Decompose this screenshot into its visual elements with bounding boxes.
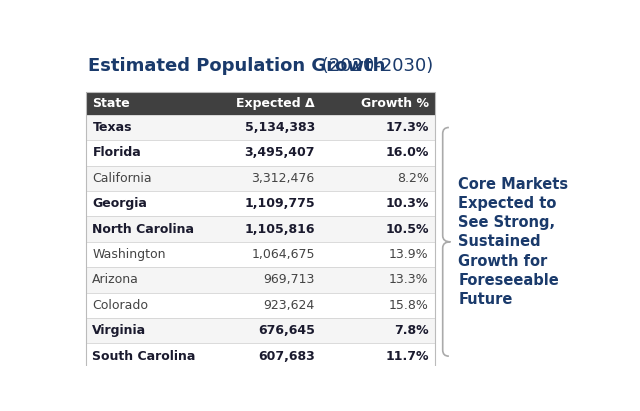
Bar <box>86 293 435 318</box>
Text: 1,064,675: 1,064,675 <box>252 248 315 261</box>
Text: (2020-2030): (2020-2030) <box>316 57 434 75</box>
Text: Texas: Texas <box>92 121 132 134</box>
Text: Expected Δ: Expected Δ <box>236 97 315 110</box>
Text: Georgia: Georgia <box>92 197 147 210</box>
Text: 13.3%: 13.3% <box>389 273 429 286</box>
Text: 923,624: 923,624 <box>264 299 315 312</box>
Text: 7.8%: 7.8% <box>394 324 429 337</box>
Text: 3,312,476: 3,312,476 <box>252 172 315 185</box>
Text: Core Markets
Expected to
See Strong,
Sustained
Growth for
Foreseeable
Future: Core Markets Expected to See Strong, Sus… <box>458 177 568 307</box>
Bar <box>86 191 435 217</box>
Text: 1,109,775: 1,109,775 <box>244 197 315 210</box>
Text: 5,134,383: 5,134,383 <box>244 121 315 134</box>
Text: 13.9%: 13.9% <box>389 248 429 261</box>
Text: Colorado: Colorado <box>92 299 148 312</box>
Text: 16.0%: 16.0% <box>385 146 429 159</box>
Text: 8.2%: 8.2% <box>397 172 429 185</box>
Bar <box>86 242 435 267</box>
Bar <box>86 344 435 369</box>
Text: Florida: Florida <box>92 146 141 159</box>
Text: 15.8%: 15.8% <box>389 299 429 312</box>
Text: 3,495,407: 3,495,407 <box>244 146 315 159</box>
Text: Washington: Washington <box>92 248 166 261</box>
Text: Estimated Population Growth: Estimated Population Growth <box>88 57 385 75</box>
Bar <box>86 92 435 115</box>
Text: 969,713: 969,713 <box>264 273 315 286</box>
Bar <box>86 140 435 166</box>
Text: California: California <box>92 172 152 185</box>
Bar <box>86 115 435 140</box>
Text: 10.3%: 10.3% <box>385 197 429 210</box>
Text: Arizona: Arizona <box>92 273 140 286</box>
Bar <box>86 92 435 369</box>
Text: 10.5%: 10.5% <box>385 223 429 236</box>
Text: 1,105,816: 1,105,816 <box>244 223 315 236</box>
Text: Virginia: Virginia <box>92 324 147 337</box>
Bar <box>86 217 435 242</box>
Text: North Carolina: North Carolina <box>92 223 195 236</box>
Text: 11.7%: 11.7% <box>385 350 429 363</box>
Text: State: State <box>92 97 130 110</box>
Bar <box>86 318 435 344</box>
Text: 676,645: 676,645 <box>258 324 315 337</box>
Text: South Carolina: South Carolina <box>92 350 196 363</box>
Bar <box>86 267 435 293</box>
Bar <box>86 166 435 191</box>
Text: Growth %: Growth % <box>361 97 429 110</box>
Text: 607,683: 607,683 <box>258 350 315 363</box>
Text: 17.3%: 17.3% <box>385 121 429 134</box>
